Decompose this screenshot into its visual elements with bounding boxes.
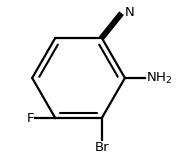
Text: Br: Br bbox=[94, 141, 109, 154]
Text: NH$_2$: NH$_2$ bbox=[146, 70, 172, 85]
Text: N: N bbox=[125, 6, 135, 19]
Text: F: F bbox=[27, 112, 34, 125]
